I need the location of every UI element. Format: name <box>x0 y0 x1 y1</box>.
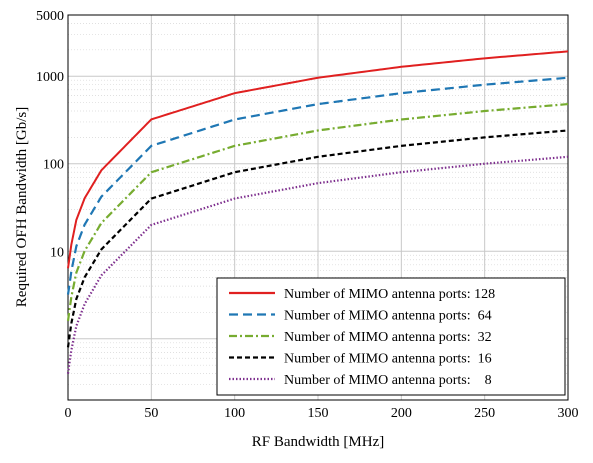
x-tick-label: 300 <box>558 406 579 421</box>
y-axis-label: Required OFH Bandwidth [Gb/s] <box>14 107 30 307</box>
legend: Number of MIMO antenna ports: 128 Number … <box>216 277 566 396</box>
x-tick-label: 50 <box>144 406 158 421</box>
series-line <box>66 76 569 295</box>
tick-labels: 0 50 100 150 200 250 300 10 100 1000 5000 <box>36 9 579 421</box>
y-tick-label: 100 <box>43 158 64 173</box>
series-line <box>66 102 569 322</box>
legend-label: Number of MIMO antenna ports: 64 <box>284 309 492 324</box>
y-tick-label: 10 <box>50 245 64 260</box>
series-line <box>66 155 569 374</box>
series-layer <box>66 50 569 374</box>
y-tick-label: 1000 <box>36 70 64 85</box>
legend-label: Number of MIMO antenna ports: 16 <box>284 352 492 367</box>
grid-lines <box>68 14 568 401</box>
x-axis-label: RF Bandwidth [MHz] <box>252 434 385 450</box>
legend-label: Number of MIMO antenna ports: 8 <box>284 373 492 388</box>
plot-frame <box>67 14 569 401</box>
x-tick-label: 150 <box>308 406 329 421</box>
legend-label: Number of MIMO antenna ports: 32 <box>284 330 492 345</box>
x-tick-label: 250 <box>474 406 495 421</box>
x-tick-label: 200 <box>391 406 412 421</box>
x-tick-label: 0 <box>65 406 72 421</box>
x-tick-label: 100 <box>224 406 245 421</box>
y-tick-label: 5000 <box>36 9 64 24</box>
legend-label: Number of MIMO antenna ports: 128 <box>284 287 495 302</box>
series-line <box>66 129 569 348</box>
legend-box <box>216 277 566 396</box>
series-line <box>67 50 569 269</box>
